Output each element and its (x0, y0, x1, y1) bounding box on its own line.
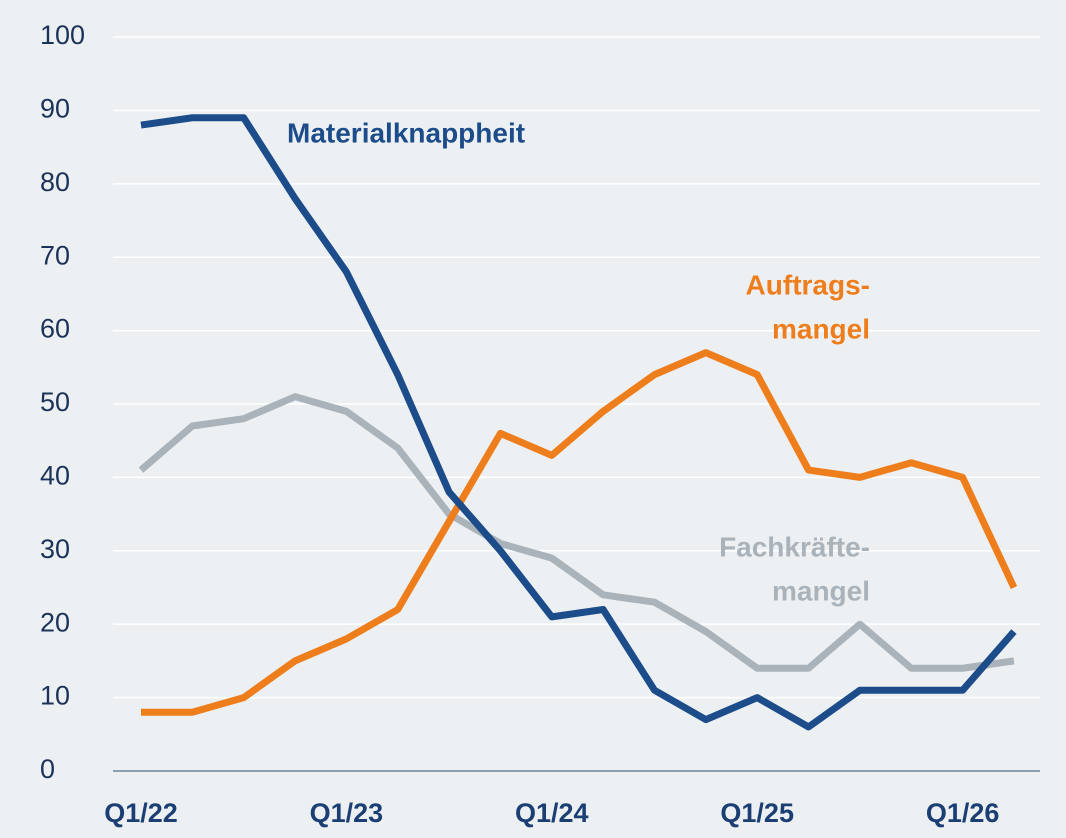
y-tick-label: 90 (40, 94, 70, 124)
series-label: mangel (772, 313, 870, 344)
y-tick-label: 0 (40, 754, 55, 784)
y-tick-label: 60 (40, 314, 70, 344)
series-label: Fachkräfte- (719, 531, 870, 562)
series-line (141, 349, 1018, 716)
y-tick-label: 30 (40, 534, 70, 564)
y-tick-label: 70 (40, 240, 70, 270)
x-tick-label: Q1/25 (720, 798, 794, 828)
x-tick-label: Q1/23 (310, 798, 384, 828)
x-tick-label: Q1/22 (104, 798, 178, 828)
x-tick-label: Q1/26 (926, 798, 1000, 828)
series-label: Auftrags- (746, 269, 870, 300)
y-tick-label: 10 (40, 681, 70, 711)
y-tick-label: 40 (40, 461, 70, 491)
series-label: mangel (772, 575, 870, 606)
y-tick-label: 20 (40, 607, 70, 637)
y-tick-label: 50 (40, 387, 70, 417)
series-line (138, 393, 1015, 672)
series-label: Materialknappheit (287, 117, 525, 148)
x-tick-label: Q1/24 (515, 798, 589, 828)
series-line (140, 114, 1017, 731)
y-tick-label: 100 (40, 20, 85, 50)
y-tick-label: 80 (40, 167, 70, 197)
